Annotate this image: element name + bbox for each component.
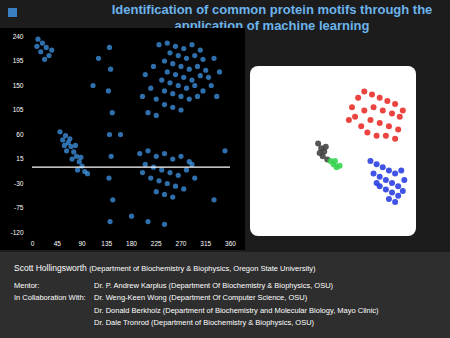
svg-text:135: 135 — [101, 240, 112, 247]
svg-text:-120: -120 — [10, 229, 23, 236]
html-text:Dr. Dale Tronrod (Department o: Dr. Dale Tronrod (Department of Biochemi… — [94, 318, 315, 327]
html-text:Scott Hollingsworth (Departmen: Scott Hollingsworth (Department of Bioch… — [14, 263, 316, 273]
html-text:In Collaboration With:: In Collaboration With: — [14, 293, 86, 302]
svg-text:60: 60 — [16, 131, 24, 138]
html-text:Identification of common prote: Identification of common protein motifs … — [111, 2, 433, 33]
svg-text:150: 150 — [13, 82, 24, 89]
svg-text:180: 180 — [126, 240, 137, 247]
svg-text:15: 15 — [16, 155, 24, 162]
svg-text:195: 195 — [13, 57, 24, 64]
svg-text:240: 240 — [13, 33, 24, 40]
svg-text:105: 105 — [13, 106, 24, 113]
svg-text:360: 360 — [225, 240, 236, 247]
html-text:Dr. Weng-Keen Wong (Department: Dr. Weng-Keen Wong (Department Of Comput… — [94, 293, 308, 302]
svg-text:-75: -75 — [14, 204, 24, 211]
svg-text:270: 270 — [176, 240, 187, 247]
svg-text:225: 225 — [151, 240, 162, 247]
svg-text:-30: -30 — [14, 180, 24, 187]
html-text:Dr. Donald Berkholz (Departmen: Dr. Donald Berkholz (Department of Bioch… — [94, 305, 379, 315]
svg-text:90: 90 — [78, 240, 86, 247]
html-text:Dr. P. Andrew Karplus (Departm: Dr. P. Andrew Karplus (Department Of Bio… — [94, 280, 334, 290]
svg-text:0: 0 — [31, 240, 35, 247]
svg-text:45: 45 — [54, 240, 62, 247]
html-text:Mentor:: Mentor: — [14, 280, 40, 290]
svg-text:315: 315 — [200, 240, 211, 247]
